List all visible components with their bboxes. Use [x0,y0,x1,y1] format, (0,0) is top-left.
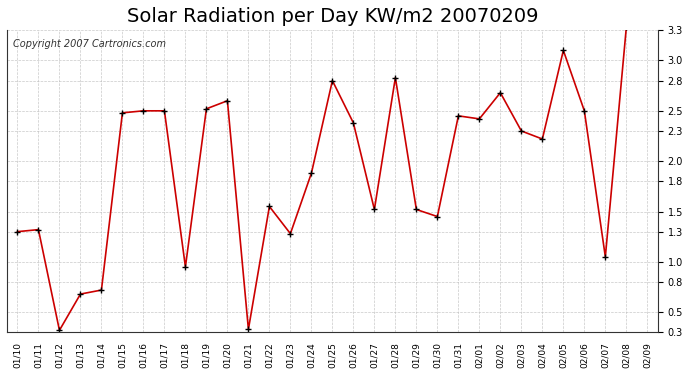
Text: Copyright 2007 Cartronics.com: Copyright 2007 Cartronics.com [13,39,166,50]
Title: Solar Radiation per Day KW/m2 20070209: Solar Radiation per Day KW/m2 20070209 [127,7,538,26]
